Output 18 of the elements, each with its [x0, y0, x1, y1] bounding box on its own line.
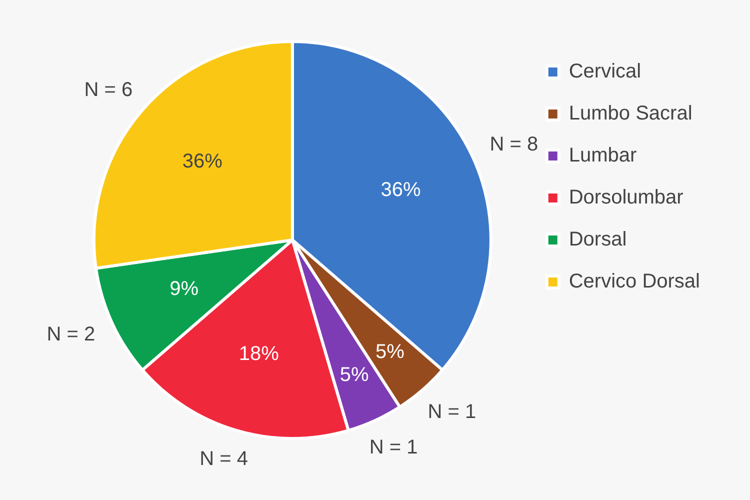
data-label: N = 2	[46, 323, 96, 346]
data-label: N = 6	[84, 78, 133, 101]
data-label: N = 1	[369, 436, 418, 458]
text: 36%	[182, 150, 222, 173]
legend-label: Dorsolumbar	[568, 186, 684, 209]
legend-label: Dorsal	[568, 228, 627, 251]
text: 9%	[170, 278, 199, 300]
text: 5%	[375, 341, 404, 364]
legend-label: Lumbo Sacral	[568, 102, 692, 125]
data-label: N = 4	[200, 448, 248, 470]
data-label: N = 1	[428, 401, 476, 424]
text: 18%	[238, 342, 279, 365]
legend-label: Cervico Dorsal	[568, 270, 700, 293]
text: 36%	[380, 179, 421, 202]
data-label: N = 8	[490, 134, 538, 156]
text: 5%	[340, 364, 369, 386]
legend-label: Lumbar	[568, 144, 638, 167]
legend-label: Cervical	[568, 60, 642, 83]
